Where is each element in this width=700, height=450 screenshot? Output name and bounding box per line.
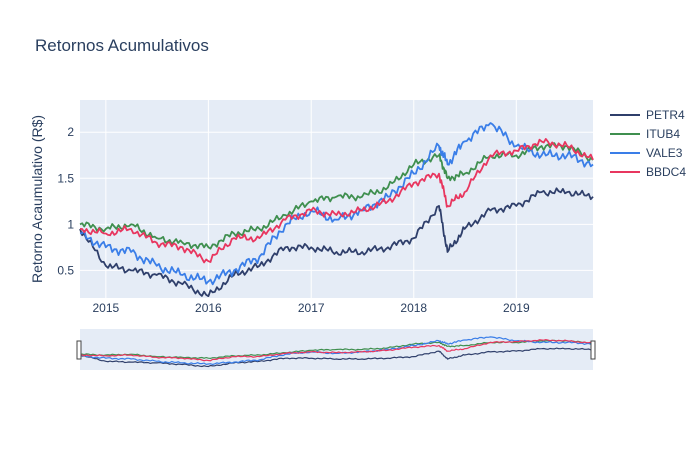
x-tick-label: 2015 [92, 301, 119, 315]
series-line-bbdc4 [79, 138, 594, 264]
y-tick-label: 2 [67, 125, 74, 139]
y-axis-label: Retorno Acaumulativo (R$) [29, 115, 45, 283]
x-tick-label: 2018 [400, 301, 427, 315]
range-slider-series [79, 336, 594, 368]
x-tick-label: 2017 [298, 301, 325, 315]
range-slider-left-handle[interactable] [76, 340, 82, 360]
grid [80, 100, 593, 298]
legend-item-petr4[interactable]: PETR4 [610, 108, 685, 122]
legend-item-vale3[interactable]: VALE3 [610, 146, 683, 160]
plot-area [80, 100, 593, 298]
slider-line-petr4 [79, 347, 594, 368]
y-tick-label: 1.5 [57, 171, 74, 185]
slider-line-bbdc4 [80, 338, 594, 362]
legend-label: ITUB4 [646, 127, 680, 141]
legend-label: PETR4 [646, 108, 685, 122]
x-tick-label: 2016 [195, 301, 222, 315]
x-tick-label: 2019 [503, 301, 530, 315]
x-ticks: 2015 2016 2017 2018 2019 [92, 301, 529, 315]
legend-label: VALE3 [646, 146, 683, 160]
series-line-petr4 [79, 187, 594, 298]
legend-item-bbdc4[interactable]: BBDC4 [610, 165, 686, 179]
range-slider-right-handle[interactable] [590, 340, 596, 360]
y-tick-label: 1 [67, 217, 74, 231]
legend-label: BBDC4 [646, 165, 686, 179]
y-tick-label: 0.5 [57, 263, 74, 277]
chart-title: Retornos Acumulativos [35, 36, 209, 55]
y-ticks: 0.5 1 1.5 2 [57, 125, 74, 277]
series-group [79, 122, 594, 298]
legend-item-itub4[interactable]: ITUB4 [610, 127, 680, 141]
legend[interactable]: PETR4 ITUB4 VALE3 BBDC4 [610, 108, 686, 179]
